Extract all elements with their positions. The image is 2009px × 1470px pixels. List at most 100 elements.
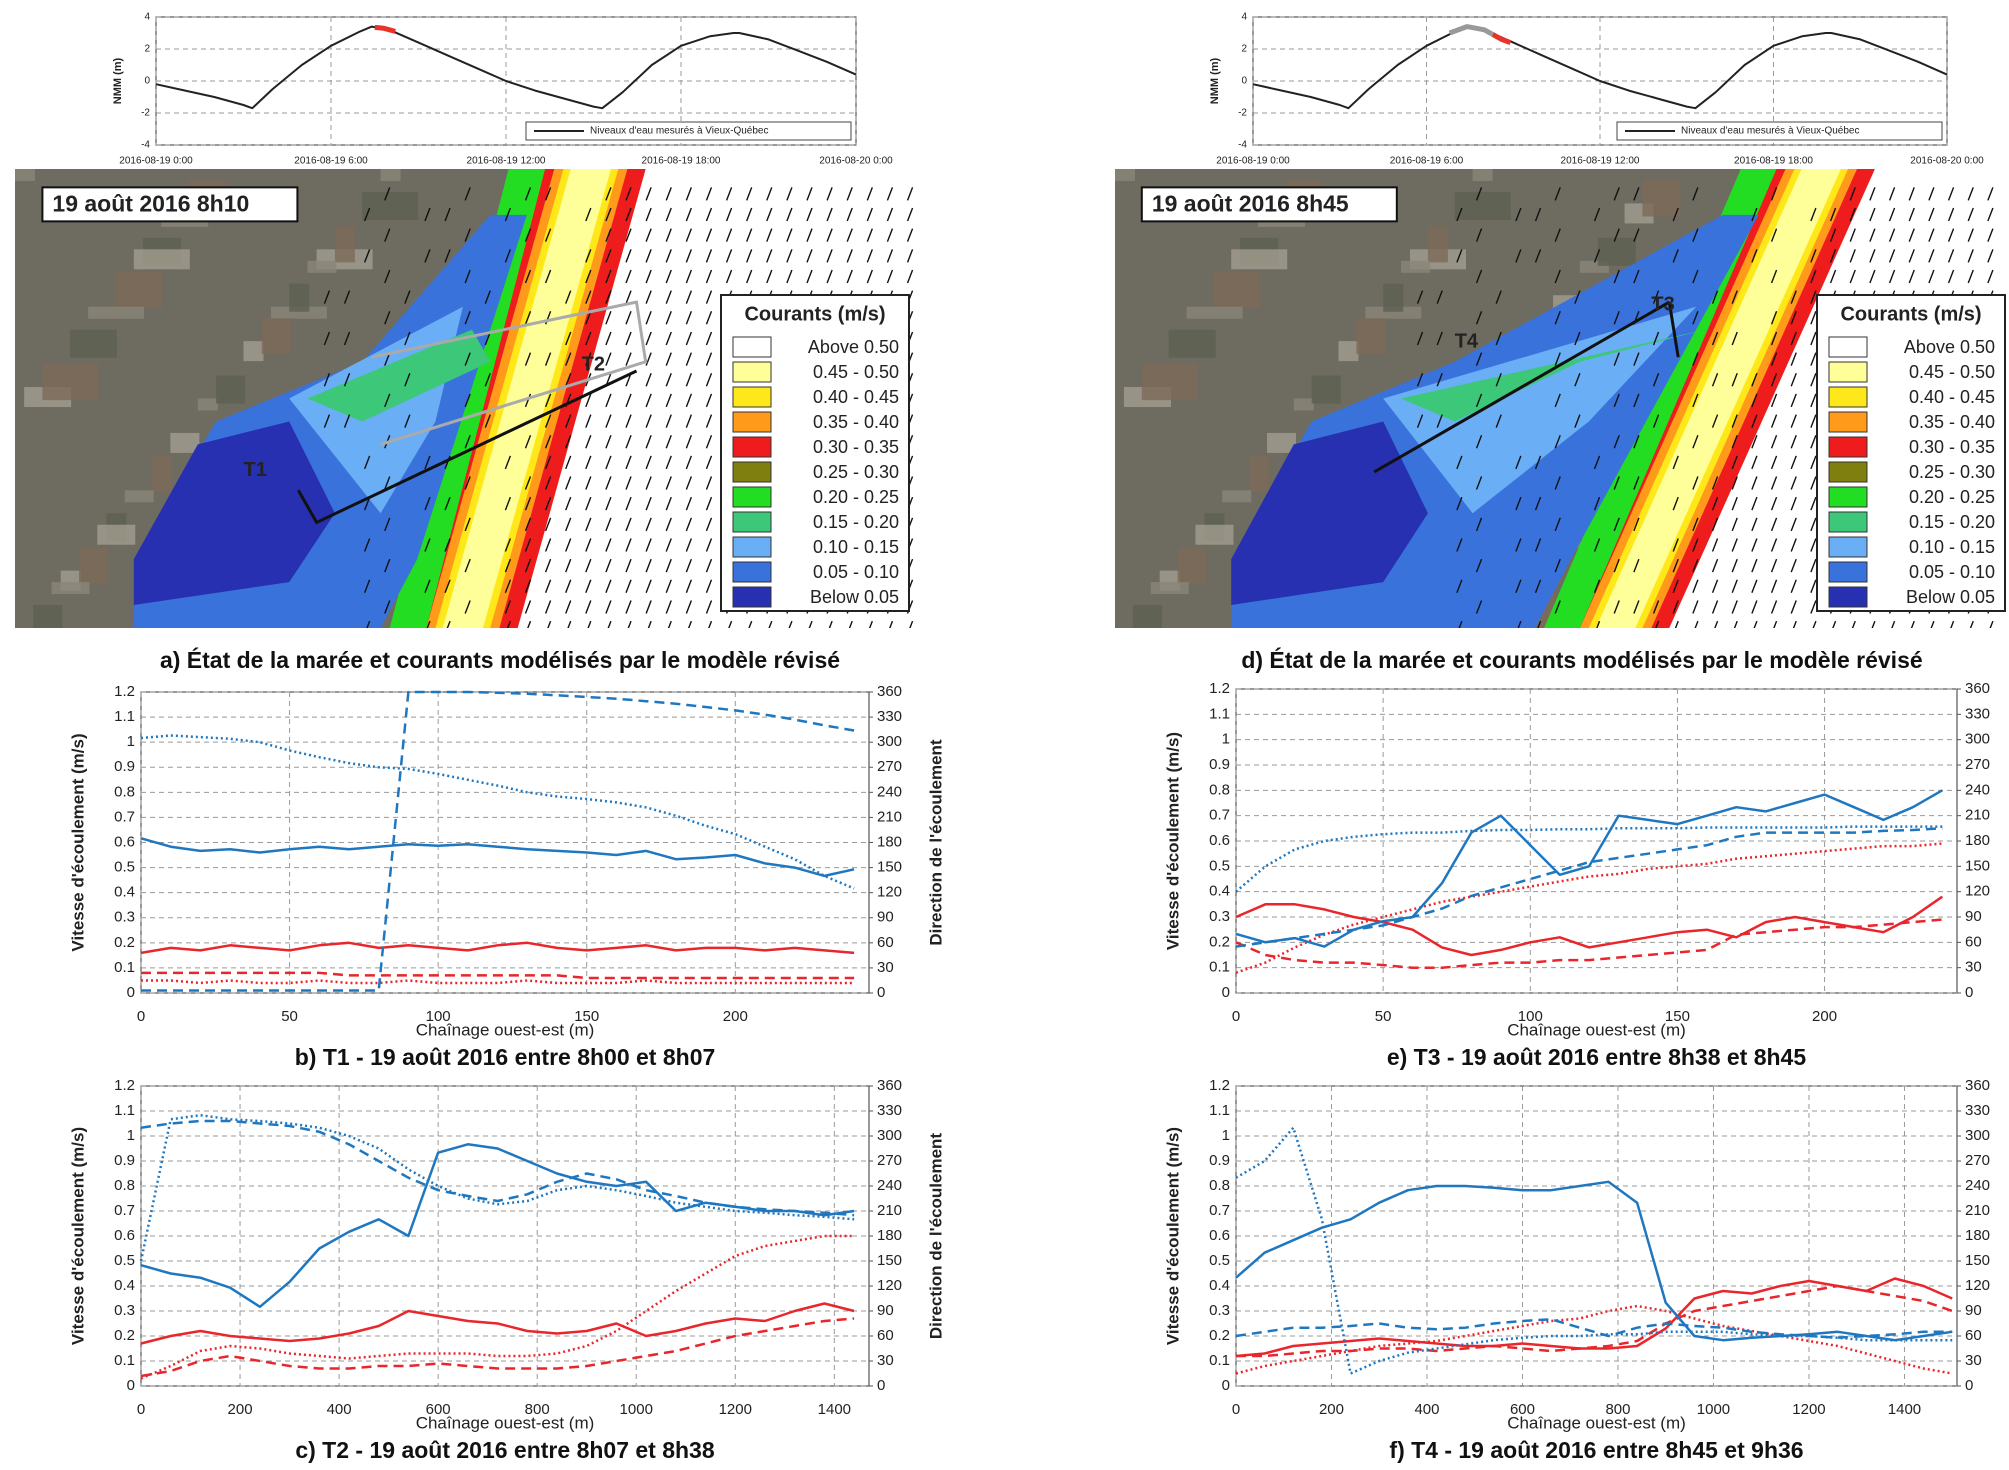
current-arrow <box>605 600 612 614</box>
current-arrow <box>565 517 572 532</box>
current-arrow <box>504 496 512 511</box>
x-tick-label: 1200 <box>1792 1401 1825 1418</box>
y2-tick-label: 0 <box>877 1377 885 1394</box>
current-arrow <box>444 579 451 594</box>
current-arrow <box>1537 620 1542 628</box>
current-arrow <box>424 579 431 594</box>
current-arrow <box>1829 269 1837 284</box>
y-tick-label: 0 <box>1222 984 1230 1001</box>
current-arrow <box>625 352 632 366</box>
current-arrow <box>665 290 672 304</box>
x-tick-label: 2016-08-19 12:00 <box>1561 156 1640 167</box>
x-tick-label: 2016-08-20 0:00 <box>1910 156 1984 167</box>
x-tick-label: 1000 <box>620 1401 653 1418</box>
current-arrow <box>685 393 693 408</box>
map-building <box>115 272 163 309</box>
current-arrow <box>1810 207 1817 222</box>
y-tick-label: 0.5 <box>1209 1252 1230 1269</box>
basin <box>1401 329 1706 422</box>
map-building <box>362 191 419 220</box>
x-tick-label: 200 <box>1812 1008 1837 1025</box>
current-arrow <box>746 187 753 201</box>
current-arrow <box>1770 517 1778 532</box>
current-arrow <box>1910 620 1915 628</box>
current-arrow <box>1790 538 1797 552</box>
y2-tick-label: 300 <box>1965 1127 1990 1144</box>
current-arrow <box>1869 228 1876 242</box>
current-arrow <box>1751 434 1758 449</box>
current-arrow <box>547 620 552 628</box>
current-arrow <box>665 476 672 490</box>
current-arrow <box>705 331 713 346</box>
current-arrow <box>1633 558 1640 573</box>
current-arrow <box>1554 352 1561 366</box>
y-tick-label: 0.7 <box>114 808 135 825</box>
current-arrow <box>1633 228 1640 242</box>
current-arrow <box>705 600 713 614</box>
current-arrow <box>605 579 612 594</box>
current-arrow <box>384 187 391 201</box>
current-arrow <box>705 579 713 594</box>
current-arrow <box>1672 207 1679 222</box>
current-arrow <box>1751 517 1758 532</box>
data-line <box>140 1143 855 1309</box>
current-arrow <box>1908 249 1915 263</box>
current-arrow <box>1692 311 1699 325</box>
current-arrow <box>1714 620 1719 628</box>
current-arrow <box>1456 579 1463 594</box>
y-tick-label: 0.6 <box>1209 1227 1230 1244</box>
current-arrow <box>426 620 431 628</box>
current-arrow <box>1731 476 1738 490</box>
data-line <box>140 1317 855 1378</box>
map-building <box>42 364 99 401</box>
current-arrow <box>645 558 652 573</box>
current-arrow <box>1810 538 1817 552</box>
current-arrow <box>524 311 532 325</box>
current-arrow <box>544 517 552 532</box>
current-arrow <box>1711 414 1719 428</box>
current-arrow <box>665 558 672 573</box>
current-arrow <box>1515 496 1522 511</box>
chart-caption: f) T4 - 19 août 2016 entre 8h45 et 9h36 <box>1389 1437 1803 1463</box>
current-arrow <box>685 558 693 573</box>
current-arrow <box>565 538 572 552</box>
current-arrow <box>645 311 652 325</box>
basin <box>1231 421 1428 606</box>
legend-label: 0.25 - 0.30 <box>1909 462 1995 482</box>
current-arrow <box>1928 207 1935 222</box>
current-arrow <box>746 207 753 222</box>
timestamp: 19 août 2016 8h10 <box>52 190 249 216</box>
current-arrow <box>725 207 733 222</box>
current-arrow <box>1574 331 1581 346</box>
current-arrow <box>1733 620 1738 628</box>
current-arrow <box>705 414 713 428</box>
x-axis-label: Chaînage ouest-est (m) <box>1507 1413 1686 1432</box>
current-arrow <box>1534 579 1542 594</box>
current-arrow <box>1574 373 1581 387</box>
current-arrow <box>1869 269 1876 284</box>
y2-tick-label: 240 <box>877 783 902 800</box>
y-axis-label: Vitesse d'écoulement (m/s) <box>1163 732 1182 950</box>
current-arrow <box>1770 373 1778 387</box>
current-arrow <box>1751 476 1758 490</box>
current-arrow <box>645 434 652 449</box>
current-arrow <box>1456 207 1463 222</box>
legend-label: 0.35 - 0.40 <box>1909 412 1995 432</box>
current-arrow <box>725 187 733 201</box>
current-arrow <box>705 558 713 573</box>
y2-tick-label: 240 <box>1965 1177 1990 1194</box>
transect <box>1373 300 1671 474</box>
current-arrow <box>1692 579 1699 594</box>
current-arrow <box>1652 600 1660 614</box>
current-arrow <box>1770 187 1778 201</box>
current-arrow <box>323 290 331 304</box>
current-arrow <box>1810 558 1817 573</box>
y-tick-label: 0 <box>127 1377 135 1394</box>
x-axis-label: Chaînage ouest-est (m) <box>416 1413 595 1432</box>
current-arrow <box>464 434 471 449</box>
current-arrow <box>1692 558 1699 573</box>
current-arrow <box>725 269 733 284</box>
map-building <box>307 260 337 273</box>
map-building <box>1356 318 1386 355</box>
current-arrow <box>889 620 894 628</box>
